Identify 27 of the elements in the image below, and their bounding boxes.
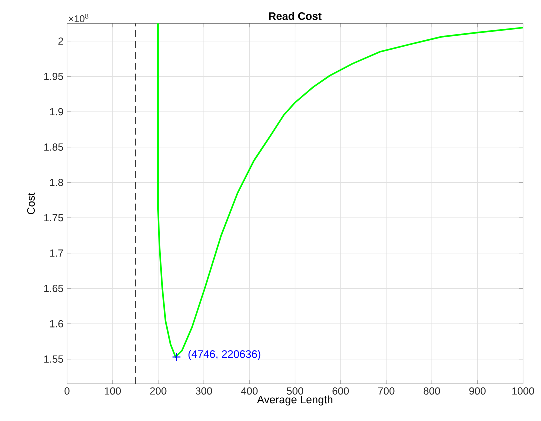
x-tick-label: 800 — [424, 388, 440, 396]
x-tick-label: 900 — [470, 388, 486, 396]
x-tick-label: 500 — [287, 388, 304, 396]
x-tick-label: 200 — [150, 388, 167, 396]
x-tick-label: 400 — [241, 388, 258, 396]
y-tick-label: 1.7 — [50, 250, 64, 258]
y-tick-label: 1.95 — [44, 73, 64, 81]
y-tick-label: 1.85 — [44, 144, 64, 152]
y-tick-label: 2 — [58, 38, 64, 46]
line-series — [157, 23, 524, 358]
y-axis-title: Cost — [27, 193, 36, 215]
y-tick-label: 1.65 — [44, 285, 64, 293]
x-tick-label: 700 — [378, 388, 395, 396]
text: ×10$^{8}$ — [69, 14, 89, 23]
y-tick-label: 1.55 — [44, 356, 64, 364]
y-tick-label: 1.9 — [50, 108, 64, 116]
y-tick-label: 1.8 — [50, 179, 64, 187]
annotation: (4746, 220636) — [188, 350, 261, 361]
x-axis-title: Average Length — [257, 396, 333, 406]
y-tick-label: 1.6 — [50, 320, 64, 328]
x-tick-label: 300 — [196, 388, 212, 396]
y-tick-label: 1.75 — [44, 214, 64, 222]
x-tick-label: 0 — [64, 388, 70, 396]
x-tick-label: 1000 — [512, 388, 534, 396]
chart-title: Read Cost — [269, 12, 322, 20]
x-tick-label: 600 — [332, 388, 350, 396]
x-tick-label: 100 — [105, 388, 122, 396]
